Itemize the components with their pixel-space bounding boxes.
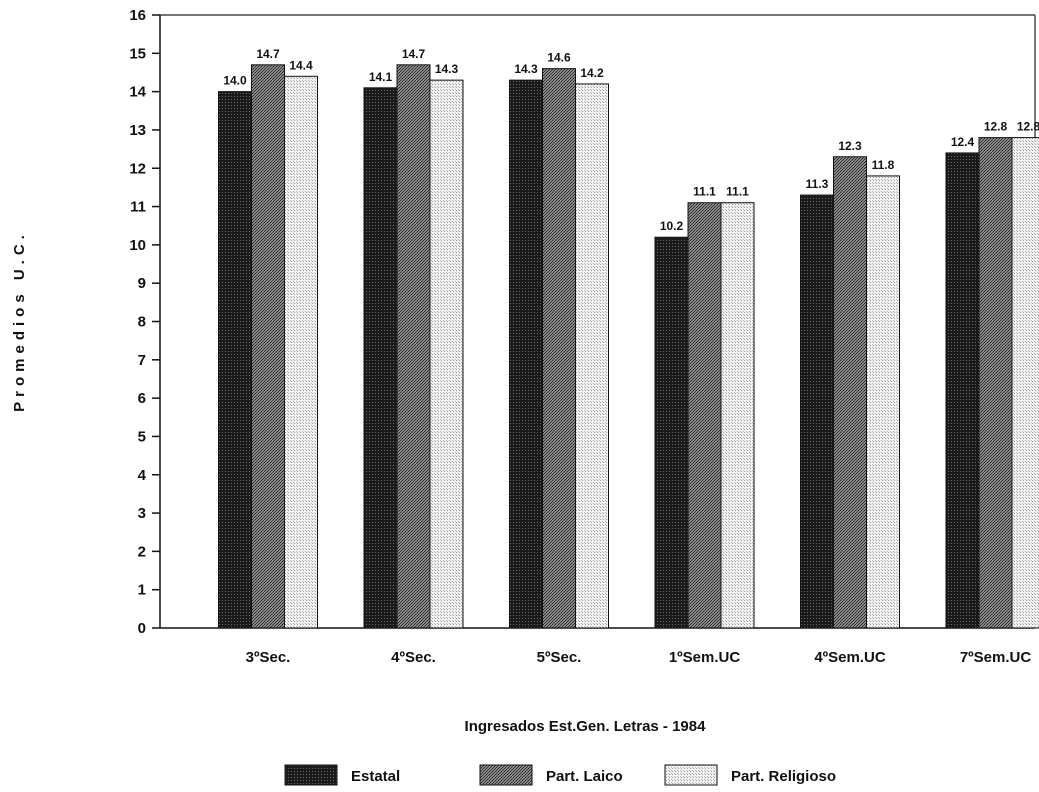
legend-swatch	[284, 764, 338, 786]
bar-estatal-0	[218, 91, 252, 629]
data-label: 14.3	[514, 62, 538, 76]
bar-estatal-4	[800, 194, 834, 629]
data-label: 14.0	[223, 74, 247, 88]
data-label: 10.2	[660, 219, 684, 233]
legend: Estatal Part. Laico Part. Religioso	[284, 764, 836, 786]
data-label: 12.4	[951, 135, 975, 149]
data-label: 12.8	[1017, 120, 1039, 134]
y-tick-label: 15	[129, 45, 146, 62]
y-tick-label: 16	[129, 7, 146, 24]
y-tick-label: 1	[138, 582, 146, 599]
y-tick-label: 9	[138, 275, 146, 292]
data-label: 14.4	[289, 58, 313, 72]
y-tick-label: 8	[138, 314, 146, 331]
legend-label: Part. Religioso	[731, 768, 836, 785]
y-tick-label: 2	[138, 543, 146, 560]
y-tick-label: 10	[129, 237, 146, 254]
y-tick-label: 12	[129, 160, 146, 177]
bar-estatal-2	[509, 79, 543, 629]
data-label: 11.3	[806, 177, 829, 191]
y-tick-label: 5	[138, 428, 146, 445]
bar-part-religioso-1	[429, 79, 464, 629]
bar-part-laico-3	[687, 202, 722, 629]
data-label: 14.7	[402, 47, 426, 61]
bar-estatal-5	[945, 152, 980, 629]
bar-part-religioso-5	[1011, 137, 1039, 629]
data-label: 11.1	[726, 185, 749, 199]
data-labels: 14.0 14.7 14.4 14.1 14.7 14.3 14.3 14.6 14.2 10.2…	[223, 47, 1039, 233]
y-axis-title: Promedios U.C.	[11, 230, 28, 412]
bar-part-laico-0	[251, 64, 285, 629]
legend-swatch	[479, 764, 533, 786]
bar-part-laico-2	[542, 68, 576, 629]
bar-part-laico-5	[978, 137, 1013, 629]
bar-part-laico-4	[833, 156, 867, 629]
bar-part-religioso-4	[866, 175, 900, 629]
y-tick-label: 7	[138, 352, 146, 369]
data-label: 11.1	[693, 185, 716, 199]
data-label: 14.3	[435, 62, 459, 76]
y-tick-label: 6	[138, 390, 146, 407]
bar-part-religioso-2	[575, 83, 609, 629]
x-tick-label: 1ºSem.UC	[669, 649, 741, 666]
data-label: 14.2	[580, 66, 604, 80]
data-label: 12.8	[984, 120, 1008, 134]
legend-swatch	[664, 764, 718, 786]
y-tick-label: 13	[129, 122, 146, 139]
y-tick-label: 11	[130, 199, 146, 216]
x-axis: 3ºSec. 4ºSec. 5ºSec. 1ºSem.UC 4ºSem.UC 7ºSem.…	[246, 649, 1032, 666]
bar-part-religioso-0	[284, 75, 318, 629]
bar-part-laico-1	[396, 64, 431, 629]
bar-estatal-1	[363, 87, 398, 629]
bar-part-religioso-3	[720, 202, 755, 629]
legend-label: Part. Laico	[546, 768, 623, 785]
legend-label: Estatal	[351, 768, 400, 785]
data-label: 11.8	[872, 158, 895, 172]
data-label: 14.1	[369, 70, 393, 84]
y-tick-label: 3	[138, 505, 146, 522]
data-label: 12.3	[838, 139, 862, 153]
x-tick-label: 7ºSem.UC	[960, 649, 1032, 666]
y-tick-label: 0	[138, 620, 146, 637]
data-label: 14.7	[256, 47, 280, 61]
bar-estatal-3	[654, 236, 689, 629]
bars	[218, 64, 1039, 629]
data-label: 14.6	[547, 51, 571, 65]
x-tick-label: 4ºSem.UC	[814, 649, 886, 666]
y-tick-label: 4	[138, 467, 147, 484]
x-axis-title: Ingresados Est.Gen. Letras - 1984	[465, 718, 707, 735]
y-tick-label: 14	[129, 84, 146, 101]
x-tick-label: 5ºSec.	[537, 649, 582, 666]
x-tick-label: 4ºSec.	[391, 649, 436, 666]
x-tick-label: 3ºSec.	[246, 649, 291, 666]
